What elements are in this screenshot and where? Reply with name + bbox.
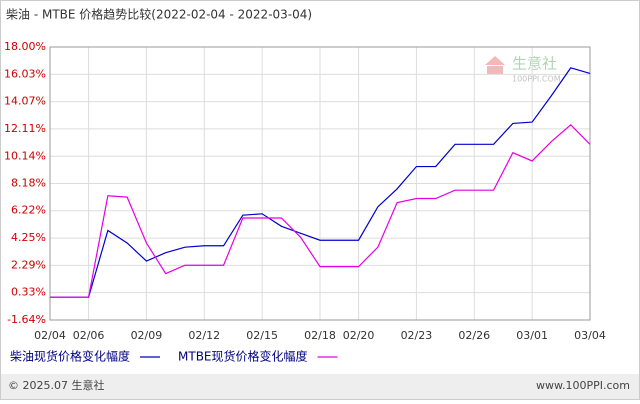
footer-right: www.100PPI.com bbox=[536, 379, 630, 392]
y-tick-label: -1.64% bbox=[7, 313, 46, 326]
chart-title: 柴油 - MTBE 价格趋势比较(2022-02-04 - 2022-03-04… bbox=[6, 7, 312, 22]
x-tick-label: 02/12 bbox=[188, 329, 220, 342]
watermark-icon bbox=[485, 56, 505, 74]
x-tick-label: 02/18 bbox=[304, 329, 336, 342]
x-tick-label: 02/20 bbox=[343, 329, 375, 342]
legend-label: MTBE现货价格变化幅度 bbox=[178, 349, 308, 364]
x-tick-label: 02/26 bbox=[458, 329, 490, 342]
watermark-site: 100PPI.COM bbox=[512, 75, 561, 84]
y-tick-label: 8.18% bbox=[11, 177, 46, 190]
y-tick-label: 2.29% bbox=[11, 258, 46, 271]
y-tick-label: 10.14% bbox=[4, 149, 46, 162]
x-tick-label: 02/15 bbox=[246, 329, 278, 342]
y-tick-label: 4.25% bbox=[11, 231, 46, 244]
x-tick-label: 02/23 bbox=[401, 329, 433, 342]
y-tick-label: 18.00% bbox=[4, 40, 46, 53]
x-tick-label: 02/09 bbox=[131, 329, 163, 342]
footer-left: © 2025.07 生意社 bbox=[8, 378, 104, 392]
x-tick-label: 02/06 bbox=[73, 329, 105, 342]
legend-label: 柴油现货价格变化幅度 bbox=[10, 349, 130, 364]
y-tick-label: 12.11% bbox=[4, 122, 46, 135]
series-line bbox=[50, 124, 591, 298]
x-tick-label: 03/01 bbox=[516, 329, 548, 342]
x-tick-label: 02/04 bbox=[34, 329, 66, 342]
y-tick-label: 14.07% bbox=[4, 95, 46, 108]
series-line bbox=[50, 67, 591, 298]
y-tick-label: 16.03% bbox=[4, 67, 46, 80]
x-tick-label: 03/04 bbox=[574, 329, 606, 342]
y-tick-label: 6.22% bbox=[11, 204, 46, 217]
watermark-name: 生意社 bbox=[512, 55, 557, 73]
plot-frame bbox=[49, 46, 591, 321]
footer-bar bbox=[1, 374, 639, 399]
y-tick-label: 0.33% bbox=[11, 286, 46, 299]
